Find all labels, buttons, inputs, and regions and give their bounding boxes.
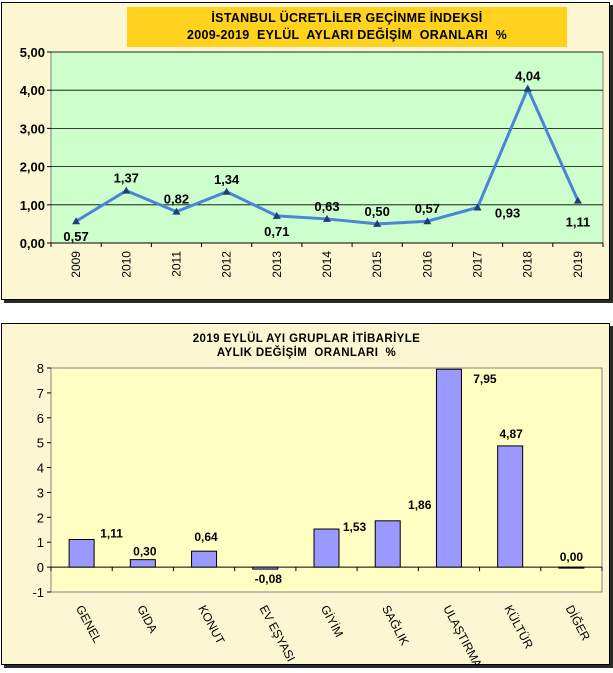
bar-chart-panel: 2019 EYLÜL AYI GRUPLAR İTİBARİYLE AYLIK … xyxy=(1,323,611,666)
x-tick-label: 2018 xyxy=(521,251,535,278)
data-label: 1,11 xyxy=(566,215,591,230)
bar xyxy=(558,566,585,569)
data-point xyxy=(373,219,382,227)
y-tick-label: 8 xyxy=(37,361,44,376)
data-point xyxy=(523,84,532,92)
data-label: 0,71 xyxy=(264,224,289,239)
data-point xyxy=(573,196,582,204)
data-label: 0,57 xyxy=(415,201,440,216)
bar-chart-title-line-2: AYLIK DEĞİŞİM ORANLARI % xyxy=(216,347,397,359)
x-tick-label: KONUT xyxy=(195,603,227,647)
y-tick-label: 1 xyxy=(37,535,44,550)
data-label: 0,63 xyxy=(314,199,339,214)
x-tick-label: KÜLTÜR xyxy=(502,603,537,651)
y-tick-label: -1 xyxy=(32,585,44,600)
data-label: 0,30 xyxy=(133,545,157,559)
data-label: 0,93 xyxy=(495,205,520,220)
bar-chart: -1 0 1 2 3 4 5 6 7 8 1,11 0,30 0,64 -0,08 1,53 1,86 7,95… xyxy=(32,361,603,666)
x-tick-label: 2014 xyxy=(320,251,334,278)
y-tick-label: 5,00 xyxy=(20,45,45,60)
data-point xyxy=(72,217,81,225)
x-tick-label: EV EŞYASI xyxy=(257,603,298,664)
bar-chart-title-line-1: 2019 EYLÜL AYI GRUPLAR İTİBARİYLE xyxy=(192,333,421,345)
y-tick-label: 2,00 xyxy=(20,160,45,175)
data-point xyxy=(172,207,181,215)
data-label: 0,00 xyxy=(560,550,584,564)
y-tick-label: 0 xyxy=(37,560,44,575)
x-tick-label: SAĞLIK xyxy=(379,602,413,647)
data-label: 4,87 xyxy=(499,427,523,441)
line-chart-title-line-1: İSTANBUL ÜCRETLİLER GEÇİNME İNDEKSİ xyxy=(211,11,483,25)
y-tick-label: 1,00 xyxy=(20,198,45,213)
line-chart: 0,00 1,00 2,00 3,00 4,00 5,00 2009 2010 2011 2012… xyxy=(20,45,604,278)
data-label: 0,50 xyxy=(365,204,390,219)
bar xyxy=(252,566,279,570)
x-tick-label: GIDA xyxy=(134,603,160,635)
line-chart-title: İSTANBUL ÜCRETLİLER GEÇİNME İNDEKSİ 2009… xyxy=(127,7,567,47)
x-tick-label: ULAŞTIRMA xyxy=(440,603,485,666)
bar xyxy=(68,538,95,568)
line-plot-area xyxy=(50,51,604,244)
data-label: 4,04 xyxy=(515,69,541,84)
data-point xyxy=(222,187,231,195)
data-label: 1,86 xyxy=(408,498,432,512)
y-tick-label: 3 xyxy=(37,485,44,500)
bar xyxy=(129,559,156,568)
data-label: 1,34 xyxy=(214,172,240,187)
data-point xyxy=(122,186,131,194)
y-tick-label: 0,00 xyxy=(20,236,45,251)
data-point xyxy=(473,203,482,211)
bar xyxy=(374,520,401,568)
data-label: 7,95 xyxy=(473,372,497,386)
x-tick-label: DİĞER xyxy=(563,602,594,643)
data-point xyxy=(272,211,281,219)
data-label: 1,11 xyxy=(100,526,123,540)
x-tick-label: 2010 xyxy=(119,251,133,278)
y-tick-label: 3,00 xyxy=(20,121,45,136)
x-tick-label: 2013 xyxy=(270,251,284,278)
data-label: 1,53 xyxy=(343,520,367,534)
bar-chart-title: 2019 EYLÜL AYI GRUPLAR İTİBARİYLE AYLIK … xyxy=(2,332,611,360)
y-tick-label: 6 xyxy=(37,411,44,426)
data-point xyxy=(323,214,331,222)
x-tick-label: GENEL xyxy=(73,603,105,646)
x-tick-label: GİYİM xyxy=(318,603,346,640)
data-label: 0,64 xyxy=(194,530,218,544)
bar xyxy=(497,445,524,568)
bar xyxy=(313,528,340,568)
data-point xyxy=(423,217,432,225)
x-tick-label: 2019 xyxy=(571,251,585,278)
x-tick-label: 2011 xyxy=(169,251,183,277)
y-tick-label: 4,00 xyxy=(20,83,45,98)
y-tick-label: 7 xyxy=(37,386,44,401)
x-tick-label: 2012 xyxy=(220,251,234,278)
x-tick-label: 2015 xyxy=(370,251,384,278)
data-label: 1,37 xyxy=(114,171,139,186)
data-label: 0,82 xyxy=(164,192,189,207)
x-tick-label: 2016 xyxy=(420,251,434,278)
data-label: -0,08 xyxy=(255,572,283,586)
y-tick-label: 2 xyxy=(37,510,44,525)
x-tick-label: 2017 xyxy=(471,251,485,278)
line-chart-panel: İSTANBUL ÜCRETLİLER GEÇİNME İNDEKSİ 2009… xyxy=(1,2,610,300)
y-tick-label: 4 xyxy=(37,461,44,476)
bar xyxy=(191,550,218,568)
x-tick-label: 2009 xyxy=(69,251,83,278)
bar xyxy=(435,368,462,568)
line-chart-title-line-2: 2009-2019 EYLÜL AYLARI DEĞİŞİM ORANLARI … xyxy=(186,28,508,42)
data-label: 0,57 xyxy=(63,229,88,244)
y-tick-label: 5 xyxy=(37,436,44,451)
